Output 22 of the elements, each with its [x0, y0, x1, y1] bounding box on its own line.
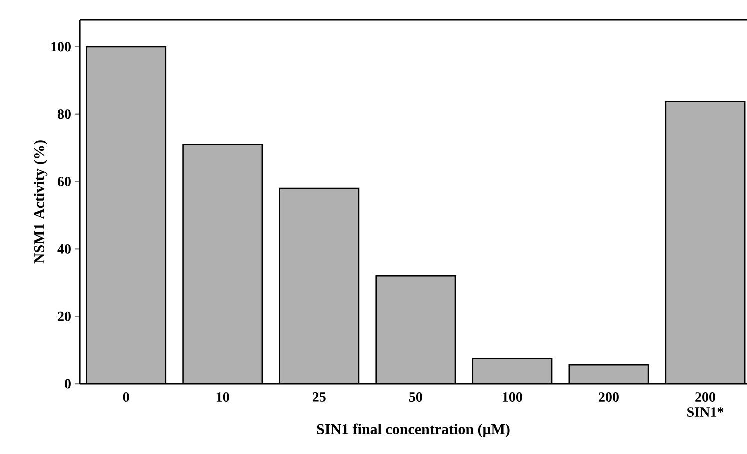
- x-tick-label: 100: [503, 392, 522, 402]
- bar: [472, 358, 553, 384]
- bar: [182, 144, 264, 384]
- bar: [665, 101, 746, 384]
- x-tick-label: 50: [409, 392, 422, 402]
- bar: [86, 46, 167, 384]
- bar: [568, 364, 650, 384]
- x-tick-label: 200 SIN1*: [688, 392, 724, 417]
- y-axis-title: NSM1 Activity (%): [34, 140, 48, 264]
- bar: [376, 276, 456, 384]
- bar: [279, 188, 360, 384]
- x-tick-label: 10: [216, 392, 230, 402]
- x-tick-label: 25: [312, 392, 326, 402]
- y-tick-label: 80: [58, 110, 71, 120]
- y-tick-label: 60: [58, 177, 71, 187]
- y-tick-label: 40: [58, 244, 71, 254]
- y-tick-label: 20: [58, 312, 71, 322]
- y-tick-label: 100: [52, 42, 71, 52]
- x-tick-label: 200: [599, 392, 619, 402]
- x-tick-label: 0: [123, 392, 130, 402]
- y-tick-label: 0: [65, 379, 71, 389]
- x-axis-title: SIN1 final concentration (μM): [317, 424, 510, 438]
